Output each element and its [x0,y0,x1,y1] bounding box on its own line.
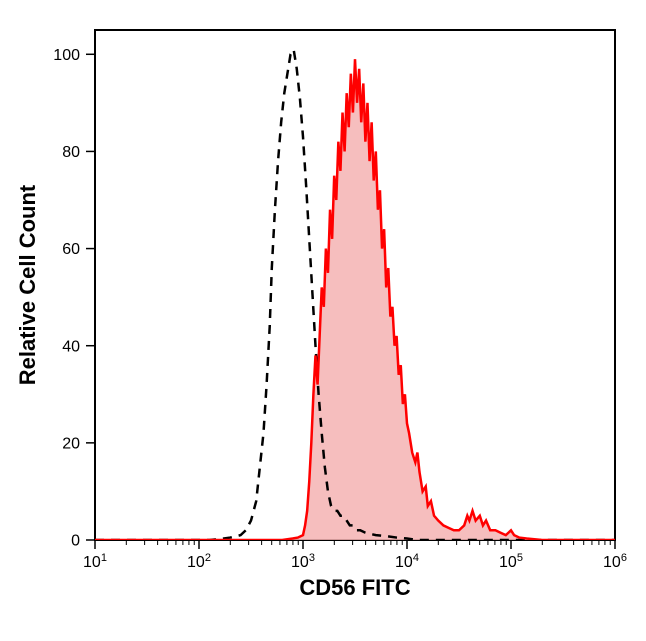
chart-svg: 101102103104105106CD56 FITC020406080100R… [0,0,646,641]
y-tick-label: 0 [71,533,80,550]
flow-cytometry-histogram: 101102103104105106CD56 FITC020406080100R… [0,0,646,641]
y-tick-label: 60 [62,241,80,258]
y-tick-label: 20 [62,435,80,452]
y-axis-title: Relative Cell Count [15,184,40,385]
x-axis-title: CD56 FITC [299,575,410,600]
y-tick-label: 80 [62,144,80,161]
y-tick-label: 40 [62,338,80,355]
y-tick-label: 100 [53,47,80,64]
